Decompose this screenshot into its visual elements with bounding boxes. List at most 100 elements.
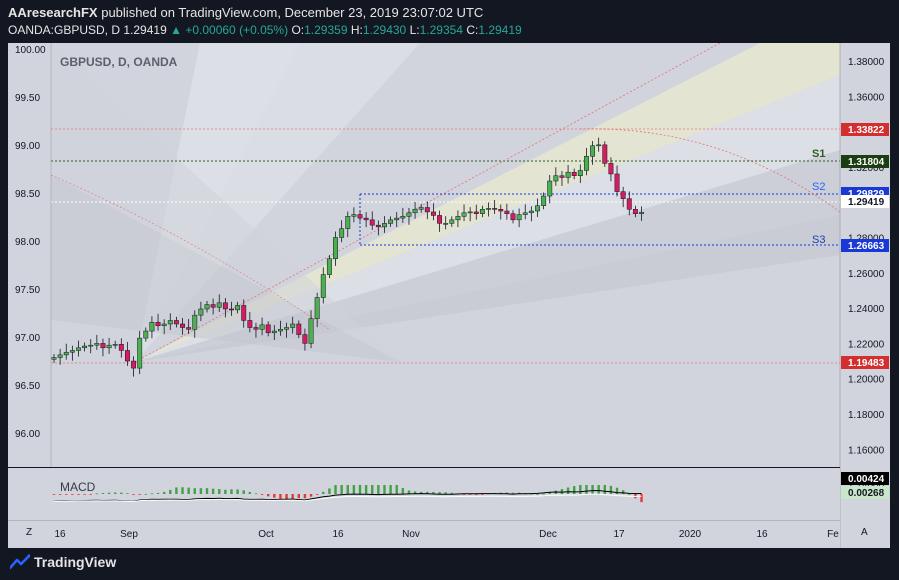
candle-body	[461, 212, 467, 217]
macd-bar	[199, 488, 203, 494]
macd-bar	[468, 494, 472, 495]
candle-body	[290, 323, 296, 328]
macd-bar	[248, 491, 252, 494]
candle-body	[492, 208, 498, 210]
candle-body	[412, 209, 418, 214]
macd-bar	[205, 488, 209, 494]
candle-body	[351, 214, 357, 217]
macd-bar	[609, 485, 613, 494]
macd-bar	[505, 492, 509, 494]
macd-bar	[156, 492, 160, 494]
right-axis-tick: 1.16000	[848, 445, 885, 456]
time-axis-tick: 16	[756, 529, 768, 540]
candle-body	[210, 304, 216, 308]
time-axis-tick: Sep	[120, 529, 138, 540]
time-axis-ticks: 16 Sep Oct 16 Nov Dec 17 2020 16 Fe	[54, 529, 839, 540]
macd-bar	[462, 494, 466, 495]
candle-body	[577, 170, 583, 176]
macd-bar	[621, 490, 625, 494]
candle-body	[118, 344, 124, 351]
price-tag: 1.19483	[848, 358, 885, 369]
candle-body	[479, 209, 485, 214]
candle-body	[57, 354, 63, 358]
candle-body	[155, 321, 161, 327]
open-value: 1.29359	[304, 23, 348, 37]
macd-bar	[640, 494, 643, 503]
low-value: 1.29354	[419, 23, 463, 37]
macd-bar	[591, 485, 594, 494]
right-axis-tick: 1.20000	[848, 375, 885, 386]
macd-bar	[303, 494, 307, 499]
candle-body	[626, 198, 632, 210]
corner-left-button[interactable]	[22, 523, 38, 539]
time-axis[interactable]	[8, 520, 840, 548]
candle-body	[486, 208, 491, 210]
right-axis-tick: 1.18000	[848, 410, 885, 421]
author-name[interactable]: AAresearchFX	[8, 5, 98, 20]
candle-body	[516, 214, 522, 221]
macd-bar	[579, 485, 582, 494]
macd-bar	[315, 494, 319, 495]
macd-bar	[383, 485, 386, 494]
price-tag-bg	[841, 155, 889, 168]
ohlc-header: OANDA:GBPUSD, D 1.29419 ▲ +0.00060 (+0.0…	[8, 23, 522, 37]
macd-bar	[120, 492, 123, 494]
candle-body	[632, 209, 638, 214]
candle-body	[614, 173, 620, 192]
candle-body	[375, 224, 381, 228]
macd-bar	[242, 490, 245, 494]
left-axis-tick: 99.00	[15, 141, 40, 152]
chart-watermark: GBPUSD, D, OANDA	[60, 55, 178, 69]
candle-body	[308, 318, 314, 344]
price-tag: 1.26663	[848, 241, 885, 252]
candle-body	[247, 320, 253, 328]
tradingview-brand[interactable]: TradingView	[34, 554, 117, 570]
macd-bar	[187, 487, 190, 494]
macd-bar	[65, 494, 68, 495]
candle-body	[173, 320, 179, 325]
low-label: L:	[409, 23, 420, 37]
level-label-s1: S1	[812, 148, 825, 160]
candle-body	[388, 219, 394, 224]
publish-text: published on TradingView.com, December 2…	[97, 5, 484, 20]
macd-bar	[150, 493, 154, 495]
candle-body	[547, 180, 553, 197]
macd-bar	[279, 494, 282, 500]
right-axis-tick: 1.36000	[848, 92, 885, 103]
macd-bar	[395, 485, 398, 494]
macd-bar	[132, 494, 135, 495]
publish-header: AAresearchFX published on TradingView.co…	[8, 5, 483, 20]
left-axis[interactable]	[8, 43, 51, 467]
candle-body	[271, 330, 277, 334]
candle-body	[504, 210, 510, 214]
corner-left-label: Z	[26, 527, 32, 538]
macd-bar	[566, 487, 570, 494]
time-axis-tick: 17	[613, 529, 625, 540]
price-chart[interactable]: GBPUSD, D, OANDA S1 S2 S3 100.00 99.50 99.…	[0, 0, 899, 548]
macd-bar	[511, 492, 515, 494]
candle-body	[553, 175, 559, 182]
left-axis-tick: 96.00	[15, 429, 40, 440]
candle-body	[167, 320, 173, 325]
macd-bar	[352, 485, 356, 494]
candle-body	[608, 163, 614, 175]
macd-bar	[89, 494, 92, 495]
candle-body	[571, 171, 577, 176]
candle-body	[596, 144, 602, 147]
high-label: H:	[350, 23, 363, 37]
corner-right-label[interactable]: A	[861, 527, 868, 538]
price-tag: 1.31804	[848, 157, 885, 168]
candle-body	[418, 207, 424, 210]
candle-body	[106, 344, 112, 349]
time-axis-tick: Dec	[539, 529, 557, 540]
macd-bar	[211, 488, 215, 494]
macd-bar	[407, 490, 411, 494]
price-tag-bg	[841, 239, 889, 252]
candle-body	[314, 297, 320, 319]
last-price: 1.29419	[123, 23, 167, 37]
candle-body	[82, 345, 88, 349]
macd-tags: 0.00424 0.00268	[841, 472, 889, 499]
macd-bar	[536, 493, 539, 495]
candle-body	[235, 305, 241, 311]
